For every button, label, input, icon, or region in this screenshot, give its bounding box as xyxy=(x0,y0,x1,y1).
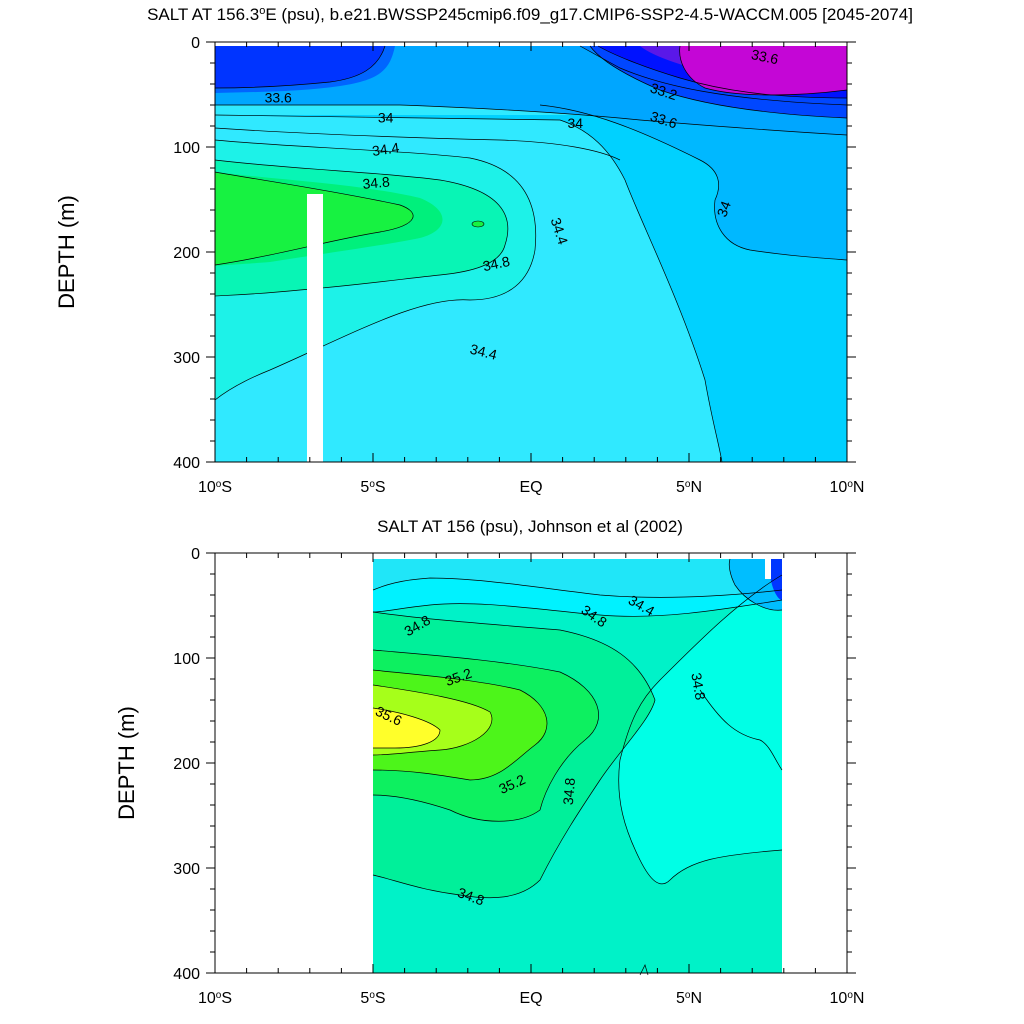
top-panel-title: SALT AT 156.3oE (psu), b.e21.BWSSP245cmi… xyxy=(147,5,913,24)
top-band-west-fresher xyxy=(215,46,385,88)
top-contour-lines xyxy=(214,45,848,463)
top-missing-data-column xyxy=(307,194,323,462)
bottom-axes: 10oS 5oS EQ 5oN 10oN 0 100 200 300 400 xyxy=(173,546,864,1007)
top-contour-line xyxy=(214,114,723,463)
bottom-x-tick-label: 5oS xyxy=(360,990,385,1008)
top-axes: 10oS 5oS EQ 5oN 10oN 0 100 200 300 400 xyxy=(173,35,864,496)
bottom-y-tick-label: 200 xyxy=(173,756,200,773)
top-contour-line xyxy=(214,171,414,266)
top-y-tick-label: 200 xyxy=(173,245,200,262)
bottom-contour-line xyxy=(699,689,783,771)
top-y-tick-label: 400 xyxy=(173,455,200,472)
bottom-contour-line xyxy=(618,574,783,885)
top-contour-label: 34.8 xyxy=(362,174,391,192)
bottom-x-tick-label: 10oN xyxy=(830,990,865,1008)
top-contour-label: 34 xyxy=(567,115,583,131)
top-contour-line xyxy=(214,45,386,89)
top-contour-line xyxy=(597,45,848,99)
bottom-contour-line xyxy=(372,611,656,899)
bottom-band-surface xyxy=(373,559,782,598)
bottom-y-axis-label: DEPTH (m) xyxy=(114,706,139,820)
top-y-tick-label: 100 xyxy=(173,140,200,157)
bottom-contour-field xyxy=(372,558,783,976)
top-contour-line xyxy=(214,127,621,161)
bottom-y-tick-label: 0 xyxy=(191,546,200,563)
bottom-contour-label: 34.8 xyxy=(688,672,709,702)
bottom-y-tick-label: 400 xyxy=(173,966,200,983)
top-x-tick-label: 10oN xyxy=(830,479,865,497)
top-band-34.0 xyxy=(215,115,847,462)
bottom-contour-lines xyxy=(372,558,783,976)
top-contour-label: 34.8 xyxy=(481,253,511,274)
top-x-tick-label: 5oN xyxy=(676,479,702,497)
top-band-35.0-spot xyxy=(471,220,485,228)
top-contour-line xyxy=(589,45,848,119)
top-contour-line xyxy=(539,104,848,261)
top-contour-label: 34 xyxy=(378,110,394,126)
bottom-contour-line xyxy=(372,649,599,822)
top-band-33.8 xyxy=(215,103,847,260)
top-contour-line xyxy=(214,159,509,297)
bottom-band-east-fresher xyxy=(770,559,782,600)
bottom-x-tick-label: EQ xyxy=(519,990,542,1007)
bottom-panel: SALT AT 156 (psu), Johnson et al (2002) xyxy=(114,517,864,1007)
bottom-missing-data-gap xyxy=(765,559,771,579)
top-contour-line xyxy=(214,139,537,401)
bottom-contour-line xyxy=(372,669,548,781)
bottom-x-tick-label: 10oS xyxy=(198,990,232,1008)
top-panel: SALT AT 156.3oE (psu), b.e21.BWSSP245cmi… xyxy=(54,5,913,496)
bottom-contour-line xyxy=(639,964,649,976)
top-contour-label: 34.4 xyxy=(468,341,499,363)
bottom-y-tick-label: 300 xyxy=(173,861,200,878)
top-contour-label: 33.6 xyxy=(265,90,292,106)
bottom-contour-line xyxy=(372,577,783,598)
bottom-contour-line xyxy=(372,684,493,756)
top-y-tick-label: 300 xyxy=(173,350,200,367)
top-x-tick-label: 5oS xyxy=(360,479,385,497)
top-x-tick-label: EQ xyxy=(519,479,542,496)
bottom-contour-line xyxy=(372,707,441,749)
bottom-y-tick-label: 100 xyxy=(173,651,200,668)
top-contour-field xyxy=(214,45,848,463)
bottom-contour-line xyxy=(728,558,783,611)
bottom-x-tick-label: 5oN xyxy=(676,990,702,1008)
bottom-contour-line xyxy=(372,599,783,617)
top-contour-label: 33.6 xyxy=(750,46,780,67)
top-contour-line xyxy=(215,104,848,136)
top-y-axis-label: DEPTH (m) xyxy=(54,195,79,309)
bottom-panel-title: SALT AT 156 (psu), Johnson et al (2002) xyxy=(377,517,683,536)
top-x-tick-label: 10oS xyxy=(198,479,232,497)
top-contour-label: 34.4 xyxy=(371,139,400,159)
top-band-32.6 xyxy=(679,46,847,95)
bottom-band-35.6 xyxy=(373,708,440,748)
top-contour-line xyxy=(679,45,848,96)
bottom-band-34.4 xyxy=(618,575,782,884)
top-contour-label: 34 xyxy=(714,199,734,219)
top-y-tick-label: 0 xyxy=(191,35,200,52)
bottom-contour-label: 34.8 xyxy=(560,777,578,806)
top-contour-line xyxy=(579,45,848,106)
